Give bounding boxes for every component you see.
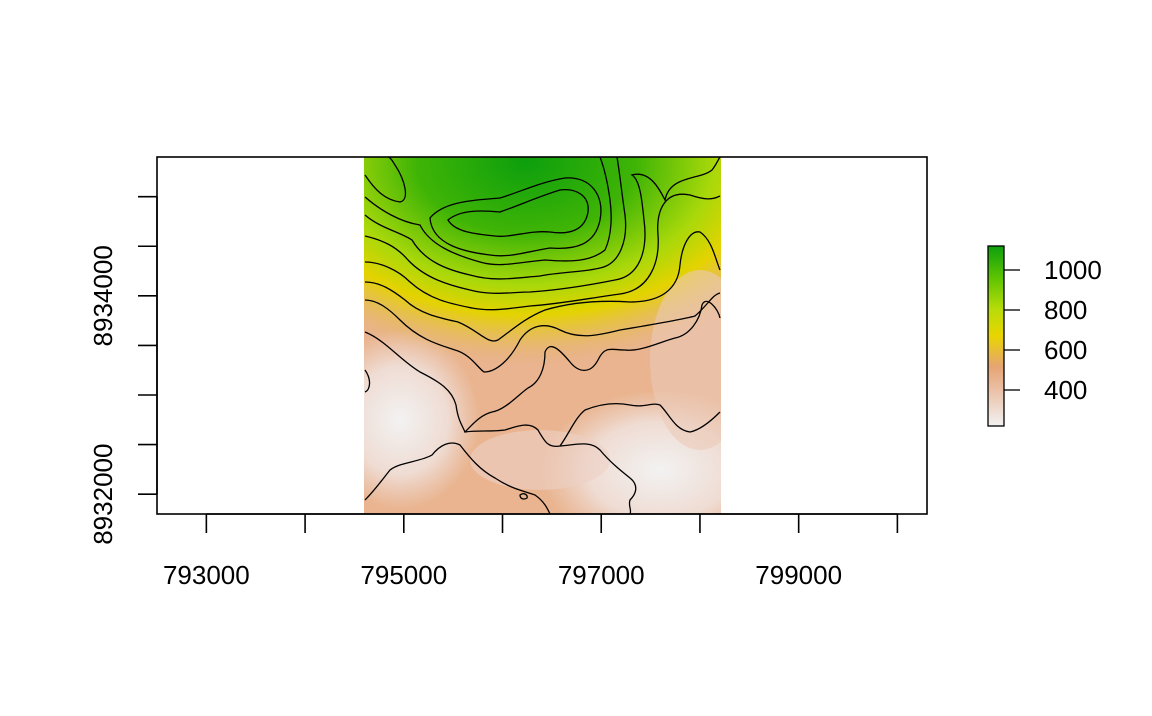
legend-tick-label: 600 — [1044, 335, 1087, 365]
x-tick-label: 799000 — [755, 560, 842, 590]
contour-lines — [364, 157, 721, 514]
legend-tick-label: 1000 — [1044, 255, 1102, 285]
x-tick-label: 795000 — [360, 560, 447, 590]
y-axis: 8932000 8934000 — [88, 195, 158, 545]
y-tick-label: 8934000 — [88, 245, 118, 346]
y-tick-label: 8932000 — [88, 444, 118, 545]
legend: 400 600 800 1000 — [987, 245, 1102, 427]
x-tick-label: 797000 — [558, 560, 645, 590]
legend-colorbar — [987, 245, 1005, 427]
legend-tick-label: 800 — [1044, 295, 1087, 325]
elevation-raster — [364, 157, 721, 514]
legend-tick-label: 400 — [1044, 375, 1087, 405]
x-tick-label: 793000 — [163, 560, 250, 590]
x-axis: 793000 795000 797000 799000 — [163, 513, 899, 590]
